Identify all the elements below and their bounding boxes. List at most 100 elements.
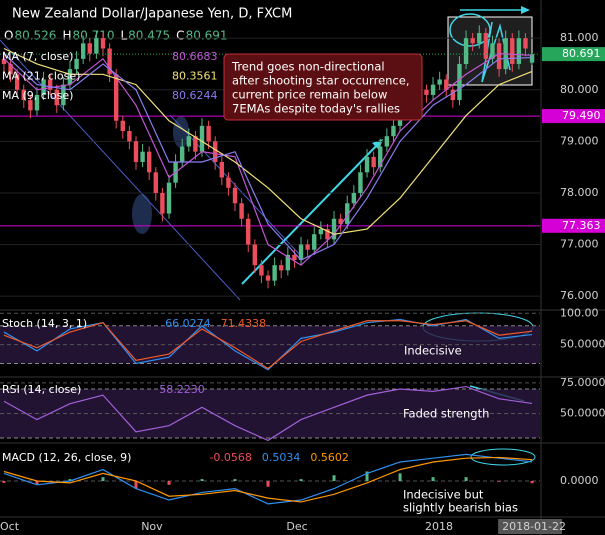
y-tick-label: 81.000 [560, 31, 599, 44]
candle-body [477, 33, 482, 44]
candle-body [325, 229, 330, 240]
candle-body [470, 38, 475, 44]
annotation-text: Indecisive but [403, 488, 484, 502]
candle-body [232, 187, 238, 204]
candle-body [47, 79, 53, 90]
annotation-text: Indecisive [404, 344, 462, 358]
candle-body [54, 89, 59, 106]
histogram-bar [398, 473, 402, 481]
candle-body [133, 141, 139, 162]
highlight [470, 448, 536, 466]
y-tick-label: 79.000 [560, 134, 599, 147]
annotation-box [223, 53, 423, 121]
candle-body [146, 151, 152, 173]
candle-body [186, 136, 192, 147]
y-tick-label: 75.0000 [560, 376, 605, 389]
ohlc-key: L [120, 29, 127, 43]
legend-value: -0.0568 [209, 451, 251, 464]
series-line [3, 53, 533, 261]
legend-value: 71.4338 [221, 317, 267, 330]
ohlc-key: H [62, 29, 71, 43]
candle-body [41, 79, 46, 95]
panel: 0.0000 MACD (12, 26, close, 9) -0.0568 0.50… [0, 451, 599, 515]
histogram-bar [530, 481, 534, 484]
annotation-text: after shooting star occurrence, [232, 74, 409, 88]
candle-body [437, 79, 442, 85]
candle-body [351, 192, 357, 204]
chart-title: New Zealand Dollar/Japanese Yen, D, FXCM [12, 7, 292, 22]
candle-body [21, 89, 26, 101]
series-line [3, 47, 533, 235]
candle-body [305, 244, 310, 250]
candle-body [213, 141, 218, 162]
ohlc-key: O [4, 29, 13, 43]
candle-body [193, 136, 198, 152]
current-price-tag [542, 47, 605, 62]
histogram-bar [134, 481, 138, 489]
ohlc-key: C [176, 29, 184, 43]
candle-body [424, 89, 429, 95]
candle-body [529, 54, 535, 63]
candle-body [206, 125, 211, 142]
annotation-text: slightly bearish bias [403, 501, 518, 515]
level-tag [542, 109, 605, 124]
histogram-bar [332, 475, 336, 481]
histogram-bar [101, 477, 105, 481]
legend-value: 80.6244 [172, 89, 218, 102]
candle-body [265, 275, 271, 281]
candle-body [391, 125, 396, 137]
candle-body [312, 234, 317, 250]
candle-body [67, 69, 73, 85]
candle-body [120, 120, 125, 132]
candle-body [107, 48, 112, 75]
candle-body [226, 177, 231, 188]
series-line [3, 385, 533, 442]
candle-body [384, 136, 390, 147]
candle-body [100, 38, 106, 49]
x-tick-label: Dec [286, 520, 307, 533]
candle-body [8, 63, 13, 75]
highlight [132, 194, 152, 234]
panel: 76.000 77.000 78.000 79.000 80.000 81.000 79.4… [0, 25, 605, 534]
x-tick-label: 2018 [425, 520, 453, 533]
candle-body [113, 74, 119, 121]
legend-value: 0.5034 [262, 451, 301, 464]
legend-name: MA (21, close) [2, 70, 80, 83]
candle-body [246, 218, 251, 245]
candle-body [87, 43, 92, 54]
candle-body [338, 218, 343, 224]
y-tick-label: 100.00 [560, 306, 599, 319]
trend-arrow [241, 141, 381, 285]
candle-body [153, 172, 158, 193]
candle-body [285, 254, 291, 271]
candle-body [450, 89, 456, 101]
candle-body [180, 146, 185, 162]
highlight [173, 116, 189, 148]
legend-name: MA (7, close) [2, 50, 73, 63]
candle-body [252, 244, 258, 266]
series-line [3, 456, 533, 503]
legend-value: 80.3561 [172, 70, 218, 83]
candle-body [358, 172, 363, 193]
candle-body [74, 58, 79, 70]
annotation-text: Trend goes non-directional [231, 60, 385, 74]
candle-body [298, 244, 304, 261]
panel-title: MACD (12, 26, close, 9) [2, 451, 131, 464]
histogram-bar [431, 477, 435, 481]
candle-body [523, 38, 528, 49]
candle-body [430, 84, 436, 95]
candle-body [279, 265, 284, 271]
panel: 100.00 50.0000 Stoch (14, 3, 1) 66.0274 71.4… [0, 306, 605, 371]
legend-name: MA (9, close) [2, 89, 73, 102]
candle-body [463, 38, 469, 64]
y-tick-label: 0.0000 [560, 474, 599, 487]
series-line [3, 453, 533, 505]
ohlc-value: 80.526 [14, 29, 56, 43]
candle-body [166, 182, 172, 214]
panel: 75.0000 50.0000 RSI (14, close) 58.2230 Fade… [0, 376, 605, 442]
panel-title: RSI (14, close) [2, 383, 81, 396]
histogram-bar [464, 477, 468, 481]
legend-value: 80.6683 [172, 50, 218, 63]
